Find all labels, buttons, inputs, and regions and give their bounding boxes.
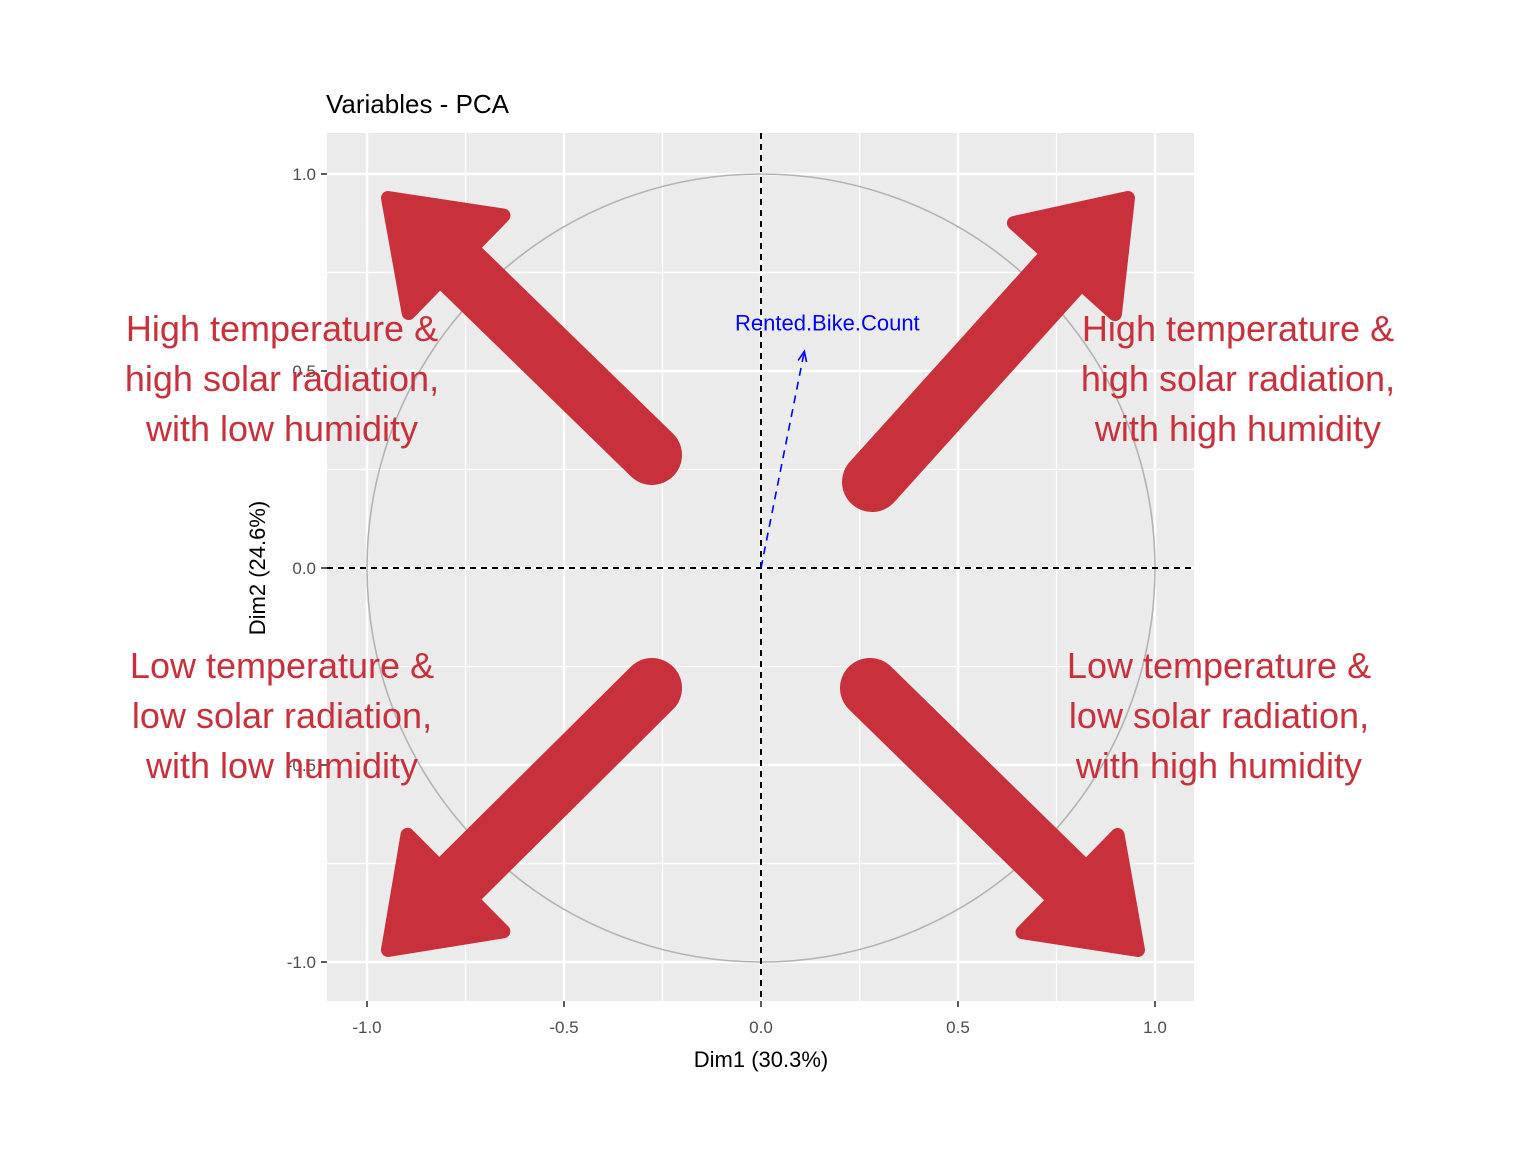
variable-arrow-line xyxy=(760,351,806,569)
arrow-top-right xyxy=(842,191,1135,512)
annotation-line: low solar radiation, xyxy=(1069,695,1369,736)
annotation-line: with high humidity xyxy=(1094,408,1381,449)
variable-arrows: Rented.Bike.Count xyxy=(735,310,920,569)
arrow-head xyxy=(1006,191,1135,322)
quadrant-arrows xyxy=(381,191,1145,957)
variable-arrow-head xyxy=(797,349,808,363)
x-tick-label: -1.0 xyxy=(352,1018,381,1037)
annotation-line: with low humidity xyxy=(145,745,418,786)
y-axis-title: Dim2 (24.6%) xyxy=(245,501,270,635)
annotation-top-right: High temperature & high solar radiation, w… xyxy=(1081,308,1395,449)
x-tick-label: 1.0 xyxy=(1143,1018,1167,1037)
y-tick-label: 1.0 xyxy=(292,165,316,184)
annotation-line: Low temperature & xyxy=(1067,645,1371,686)
y-tick-label: -0.5 xyxy=(287,756,316,775)
annotation-line: low solar radiation, xyxy=(132,695,432,736)
annotation-line: High temperature & xyxy=(126,308,438,349)
annotation-line: High temperature & xyxy=(1082,308,1394,349)
axis-ticks: -1.0 -0.5 0.0 0.5 1.0 -1.0 -0.5 0.0 0.5 1.0 xyxy=(287,165,1167,1037)
y-tick-label: -1.0 xyxy=(287,953,316,972)
arrow-shaft xyxy=(418,227,682,485)
arrow-head xyxy=(1015,827,1145,957)
x-tick-label: -0.5 xyxy=(549,1018,578,1037)
arrow-shaft xyxy=(840,658,1108,921)
arrow-bottom-left xyxy=(381,658,682,957)
annotation-line: high solar radiation, xyxy=(1081,358,1395,399)
annotation-bottom-left: Low temperature & low solar radiation, wit… xyxy=(130,645,434,786)
y-tick-label: 0.5 xyxy=(292,362,316,381)
annotation-line: with low humidity xyxy=(145,408,418,449)
annotation-bottom-right: Low temperature & low solar radiation, wit… xyxy=(1067,645,1371,786)
arrow-shaft xyxy=(418,658,682,921)
arrow-head xyxy=(381,827,511,957)
annotation-line: high solar radiation, xyxy=(125,358,439,399)
y-tick-label: 0.0 xyxy=(292,559,316,578)
x-tick-label: 0.5 xyxy=(946,1018,970,1037)
x-tick-label: 0.0 xyxy=(749,1018,773,1037)
annotation-line: Low temperature & xyxy=(130,645,434,686)
annotation-top-left: High temperature & high solar radiation, w… xyxy=(125,308,439,449)
x-axis-title: Dim1 (30.3%) xyxy=(694,1047,828,1072)
quadrant-annotations: High temperature & high solar radiation, w… xyxy=(125,308,1395,786)
chart-title: Variables - PCA xyxy=(326,89,510,119)
arrow-top-left xyxy=(381,191,682,485)
arrow-bottom-right xyxy=(840,658,1145,957)
arrow-head xyxy=(381,191,511,320)
annotation-line: with high humidity xyxy=(1075,745,1362,786)
arrow-shaft xyxy=(842,231,1102,512)
variable-label: Rented.Bike.Count xyxy=(735,310,920,335)
